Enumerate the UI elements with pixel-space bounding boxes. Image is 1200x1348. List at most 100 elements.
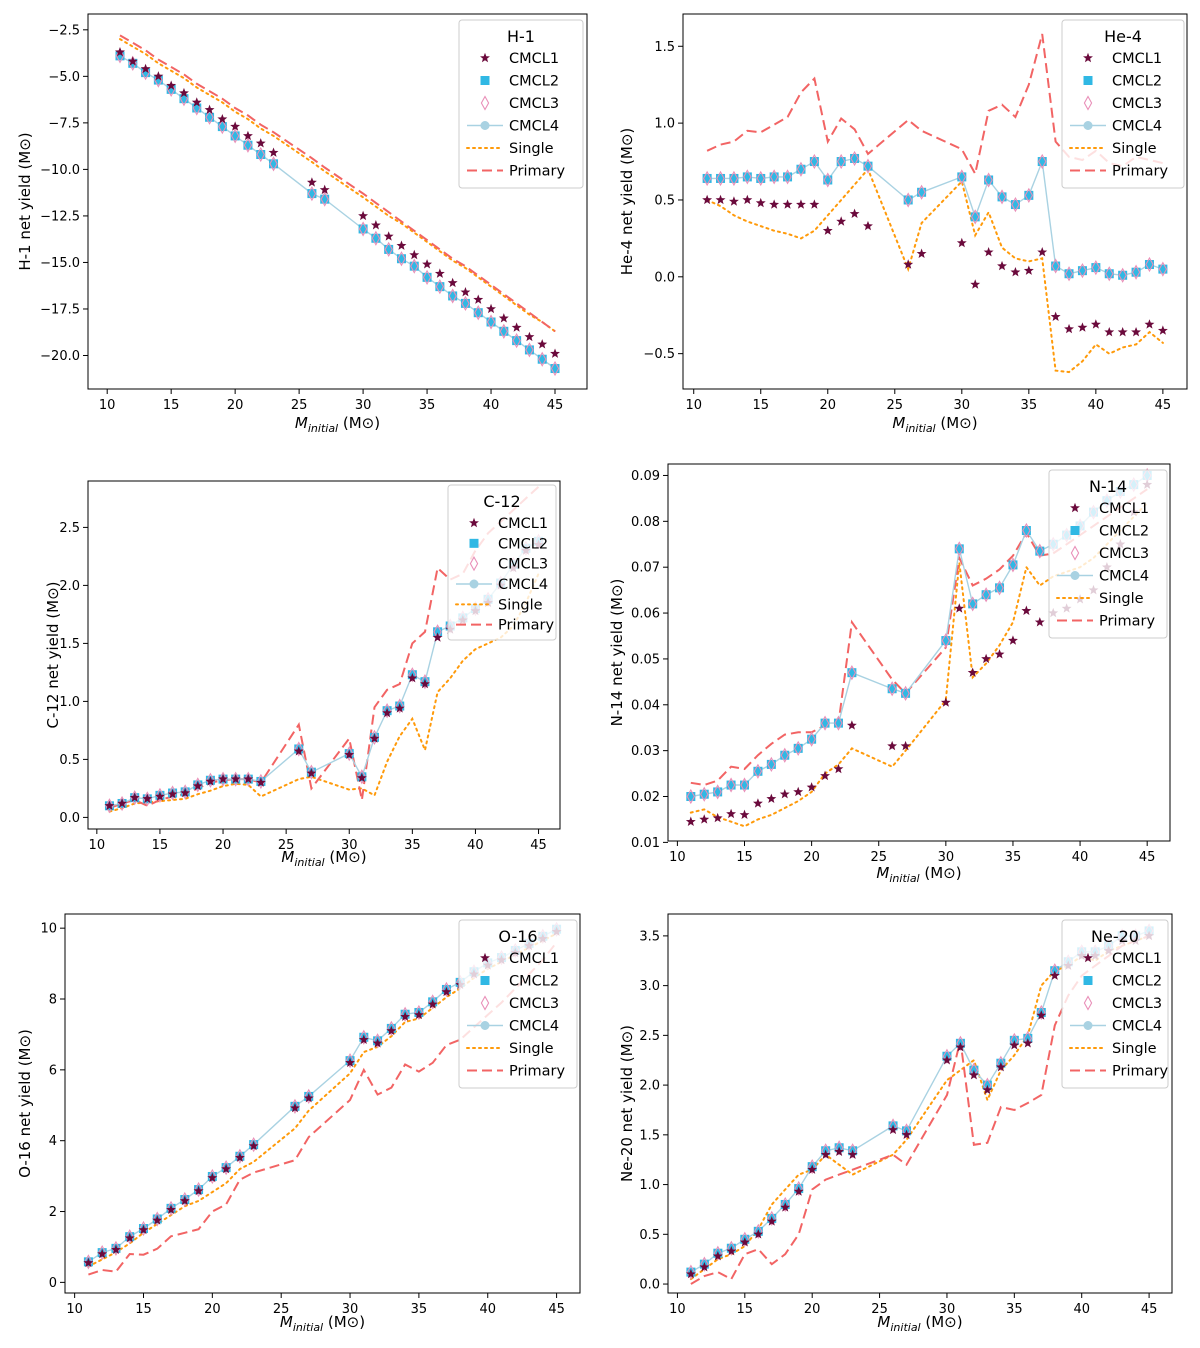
chart-ne20: 10 15 20 25 30 35 40 45 0.0 0.5 1.0 1.5 2.0 2.5 3.0 3.5… xyxy=(618,913,1173,1334)
point-cmcl1 xyxy=(124,1232,135,1243)
x-tick-label: 40 xyxy=(1072,850,1089,865)
point-cmcl1 xyxy=(809,199,820,209)
x-tick-label: 15 xyxy=(752,398,769,413)
point-cmcl3 xyxy=(249,1136,258,1153)
point-cmcl2 xyxy=(307,189,317,199)
point-cmcl3 xyxy=(320,191,329,207)
point-cmcl3 xyxy=(1011,196,1020,213)
y-tick-label: −10.0 xyxy=(40,163,80,178)
point-cmcl2 xyxy=(409,261,419,271)
point-cmcl2 xyxy=(1008,560,1018,570)
legend-marker-cmcl1 xyxy=(1083,952,1093,963)
legend-marker-cmcl4 xyxy=(1083,121,1093,131)
point-cmcl3 xyxy=(956,1035,965,1051)
legend-title: He-4 xyxy=(1104,27,1142,46)
point-cmcl3 xyxy=(420,674,430,690)
legend-box xyxy=(458,19,584,189)
point-cmcl3 xyxy=(863,158,873,174)
x-tick-label: 35 xyxy=(419,398,436,413)
legend-label-cmcl3: CMCL3 xyxy=(509,996,559,1012)
point-cmcl2 xyxy=(166,84,176,94)
point-cmcl3 xyxy=(166,1200,176,1216)
point-cmcl1 xyxy=(994,649,1005,659)
point-cmcl2 xyxy=(371,233,381,243)
point-cmcl1 xyxy=(1023,265,1034,275)
point-cmcl1 xyxy=(903,259,914,269)
legend-marker-cmcl3 xyxy=(1083,995,1093,1011)
y-tick-label: 0.0 xyxy=(59,811,80,826)
point-cmcl1 xyxy=(511,322,522,332)
legend-marker-cmcl3 xyxy=(469,556,479,572)
y-tick-label: 1.5 xyxy=(639,1128,660,1143)
point-cmcl3 xyxy=(836,153,846,170)
point-cmcl3 xyxy=(205,109,214,125)
legend-box xyxy=(1048,469,1168,639)
point-cmcl3 xyxy=(888,1118,898,1134)
legend-label-cmcl2: CMCL2 xyxy=(1099,524,1149,540)
point-cmcl2 xyxy=(1077,266,1087,276)
x-axis-label: Minitial (M⊙) xyxy=(892,414,977,435)
series-single-line xyxy=(706,167,1164,374)
point-cmcl3 xyxy=(422,269,432,285)
legend-marker-cmcl3 xyxy=(1070,545,1080,561)
point-cmcl1 xyxy=(900,740,911,751)
point-cmcl1 xyxy=(1009,1040,1020,1050)
point-cmcl1 xyxy=(846,720,857,730)
point-cmcl3 xyxy=(781,1196,790,1213)
point-cmcl1 xyxy=(685,816,696,826)
point-cmcl3 xyxy=(231,771,240,787)
point-cmcl1 xyxy=(319,184,330,195)
chart-c12: 10 15 20 25 30 35 40 45 0.0 0.5 1.0 1.5 2.0 2.5 Miniti… xyxy=(44,480,561,869)
point-cmcl1 xyxy=(179,87,189,98)
point-cmcl3 xyxy=(713,784,722,800)
point-cmcl2 xyxy=(702,173,712,183)
x-tick-label: 40 xyxy=(1088,398,1105,413)
series-single-line xyxy=(108,572,540,813)
point-cmcl1 xyxy=(255,138,266,148)
y-tick-label: −15.0 xyxy=(40,256,80,271)
point-cmcl3 xyxy=(256,773,266,790)
point-cmcl1 xyxy=(1010,267,1021,277)
y-axis-label: Ne-20 net yield (M⊙) xyxy=(618,1025,636,1182)
point-cmcl1 xyxy=(1064,323,1074,334)
point-cmcl3 xyxy=(244,771,253,787)
legend-marker-cmcl2 xyxy=(1083,76,1093,85)
point-cmcl2 xyxy=(486,317,496,327)
point-cmcl1 xyxy=(981,653,992,664)
point-cmcl1 xyxy=(422,259,433,269)
point-cmcl1 xyxy=(306,177,317,187)
point-cmcl3 xyxy=(823,172,832,188)
point-cmcl1 xyxy=(997,260,1007,271)
point-cmcl2 xyxy=(358,224,368,234)
point-cmcl3 xyxy=(428,994,437,1010)
y-tick-label: −17.5 xyxy=(40,302,80,317)
point-cmcl3 xyxy=(997,189,1007,205)
x-axis-label: Minitial (M⊙) xyxy=(876,864,961,885)
legend-label-cmcl3: CMCL3 xyxy=(1112,996,1162,1012)
x-tick-label: 25 xyxy=(278,838,295,853)
point-cmcl3 xyxy=(243,137,253,153)
point-cmcl1 xyxy=(967,667,978,677)
y-tick-label: 8 xyxy=(49,993,57,1008)
legend-marker-cmcl2 xyxy=(480,976,490,985)
legend-title: H-1 xyxy=(507,27,535,46)
y-axis-label: He-4 net yield (M⊙) xyxy=(618,128,636,276)
point-cmcl3 xyxy=(901,685,910,701)
point-cmcl2 xyxy=(941,636,951,646)
x-tick-label: 15 xyxy=(736,850,753,865)
legend-label-cmcl2: CMCL2 xyxy=(509,974,559,990)
point-cmcl2 xyxy=(769,172,779,182)
point-cmcl3 xyxy=(269,156,278,172)
point-cmcl2 xyxy=(968,599,978,609)
point-cmcl2 xyxy=(766,759,776,769)
legend-label-primary: Primary xyxy=(498,618,554,634)
point-cmcl1 xyxy=(205,776,216,786)
point-cmcl3 xyxy=(726,777,736,793)
x-tick-label: 25 xyxy=(870,850,887,865)
point-cmcl1 xyxy=(207,1172,218,1183)
point-cmcl3 xyxy=(408,667,417,683)
point-cmcl3 xyxy=(97,1244,107,1261)
point-cmcl2 xyxy=(1051,261,1061,271)
point-cmcl1 xyxy=(306,768,317,778)
point-cmcl1 xyxy=(372,1038,383,1048)
